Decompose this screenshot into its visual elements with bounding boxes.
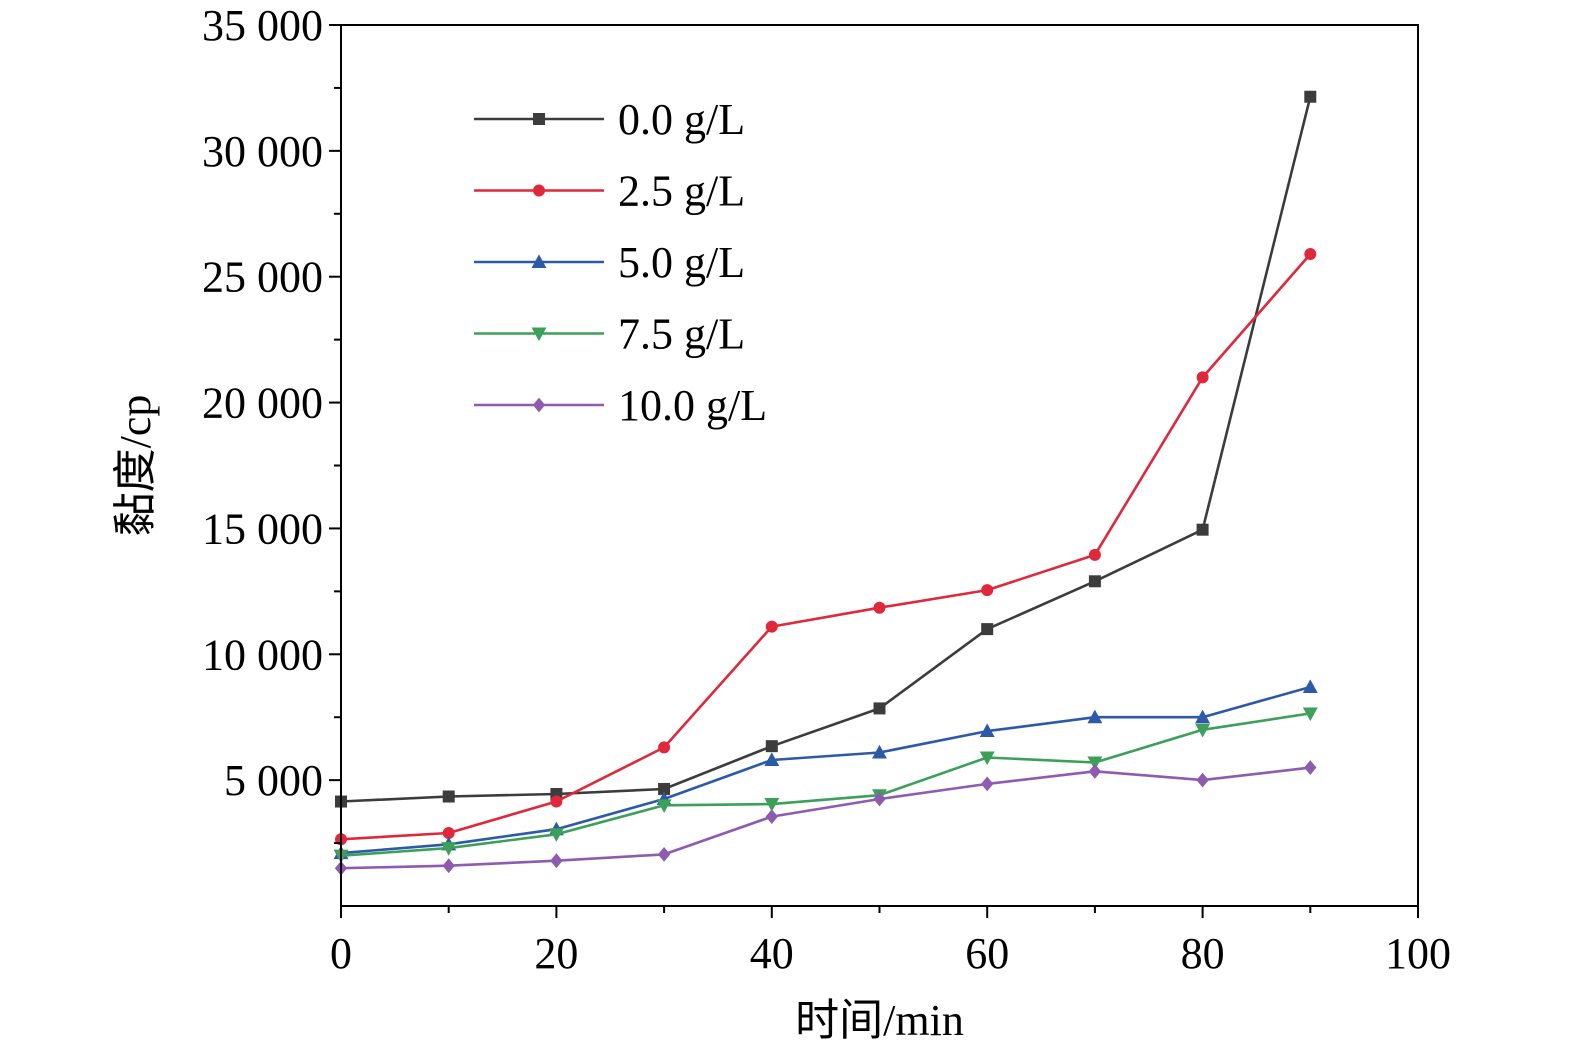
legend: 0.0 g/L 2.5 g/L 5.0 g/L 7.5 g/L 10.0 g/L [474, 95, 767, 430]
data-point [1196, 371, 1209, 384]
data-point [979, 723, 995, 738]
legend-swatch-marker [533, 184, 545, 197]
data-point [981, 584, 994, 597]
x-tick-label: 40 [750, 929, 794, 978]
series-line [340, 253, 1312, 841]
legend-swatch-marker [531, 254, 547, 268]
data-point [657, 847, 671, 862]
legend-label: 10.0 g/L [618, 381, 767, 430]
series-line [340, 712, 1311, 857]
data-point [550, 795, 563, 808]
legend-entry: 5.0 g/L [474, 238, 745, 287]
series-2-5-g-L [335, 248, 1317, 846]
data-point [656, 799, 672, 813]
data-point [872, 744, 887, 759]
legend-label: 7.5 g/L [618, 310, 745, 359]
data-point [979, 751, 995, 766]
series-layer [333, 90, 1318, 876]
legend-entry: 2.5 g/L [474, 167, 745, 216]
x-axis-label: 时间/min [795, 996, 964, 1045]
legend-label: 0.0 g/L [618, 95, 745, 144]
legend-label: 2.5 g/L [618, 167, 745, 216]
data-point [1304, 90, 1317, 103]
series-10-0-g-L [334, 760, 1317, 876]
x-tick-label: 100 [1385, 929, 1451, 978]
x-tick-label: 0 [330, 929, 352, 978]
data-point [658, 741, 671, 754]
data-point [1088, 548, 1101, 561]
tick-labels-layer: 0 20 40 60 80 100 5 000 10 000 15 000 20 000 25 00… [202, 1, 1451, 978]
series-7-5-g-L [333, 707, 1318, 864]
legend-swatch-marker [532, 397, 546, 413]
legend-entry: 7.5 g/L [474, 310, 745, 359]
y-tick-label: 30 000 [202, 127, 323, 176]
legend-swatch-marker [533, 113, 545, 125]
data-point [873, 702, 886, 715]
data-point [1302, 679, 1318, 694]
data-point [764, 752, 780, 767]
data-point [981, 776, 994, 792]
y-axis-label: 黏度/cp [111, 395, 160, 537]
data-point [1088, 763, 1102, 779]
data-point [764, 798, 780, 812]
data-point [1195, 709, 1211, 724]
data-point [1087, 709, 1103, 724]
data-point [873, 791, 886, 807]
data-point [442, 858, 455, 874]
data-point [441, 842, 457, 856]
series-line [340, 766, 1311, 870]
data-point [981, 623, 994, 636]
data-point [1302, 707, 1318, 722]
ticks-layer [329, 24, 1419, 918]
data-point [1304, 760, 1317, 775]
series-line [340, 96, 1312, 803]
data-point [1088, 575, 1101, 588]
series-5-0-g-L [333, 679, 1318, 860]
data-point [1196, 772, 1209, 788]
y-tick-label: 10 000 [202, 630, 323, 679]
x-tick-label: 80 [1181, 929, 1225, 978]
y-tick-label: 35 000 [202, 1, 323, 50]
y-tick-label: 5 000 [224, 756, 323, 805]
series-line [340, 685, 1311, 855]
legend-swatch-marker [531, 327, 547, 342]
x-tick-label: 60 [965, 929, 1009, 978]
data-point [548, 828, 564, 842]
data-point [765, 809, 778, 825]
data-point [765, 620, 778, 633]
series-0-0-g-L [335, 90, 1317, 808]
data-point [550, 853, 563, 869]
data-point [1195, 723, 1211, 738]
x-tick-label: 20 [534, 929, 578, 978]
legend-entry: 0.0 g/L [474, 95, 745, 144]
y-tick-label: 20 000 [202, 379, 323, 428]
y-tick-label: 15 000 [202, 504, 323, 553]
data-point [1087, 756, 1103, 771]
data-point [765, 740, 778, 753]
legend-label: 5.0 g/L [618, 238, 745, 287]
data-point [442, 790, 455, 803]
data-point [1304, 248, 1317, 261]
legend-entry: 10.0 g/L [474, 381, 767, 430]
y-tick-label: 25 000 [202, 253, 323, 302]
data-point [1196, 523, 1209, 536]
data-point [873, 601, 886, 614]
